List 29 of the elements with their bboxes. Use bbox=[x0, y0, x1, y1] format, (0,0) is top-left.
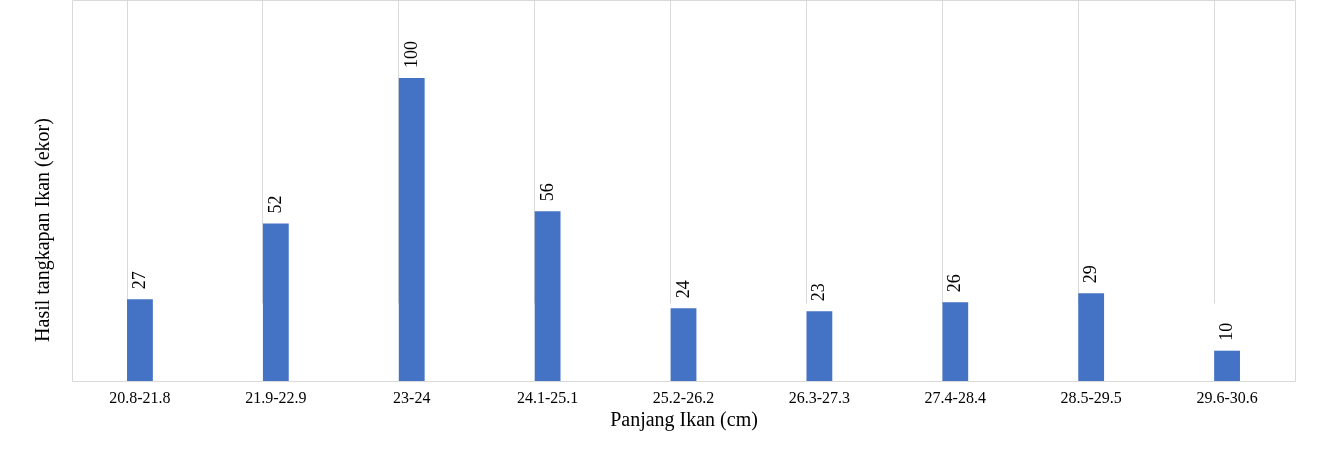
data-label: 52 bbox=[264, 195, 285, 214]
bar bbox=[806, 311, 833, 381]
bar bbox=[127, 299, 153, 381]
x-tick-label: 25.2-26.2 bbox=[652, 388, 715, 406]
data-label: 24 bbox=[672, 280, 693, 299]
bar bbox=[1078, 293, 1105, 381]
x-tick-label: 23-24 bbox=[393, 388, 431, 406]
x-tick-label: 26.3-27.3 bbox=[788, 388, 851, 406]
bar bbox=[670, 308, 697, 381]
bar bbox=[262, 223, 289, 381]
x-tick-label: 20.8-21.8 bbox=[109, 388, 171, 406]
x-tick-label: 24.1-25.1 bbox=[516, 388, 579, 406]
data-label: 10 bbox=[1216, 322, 1237, 341]
x-tick-label: 29.6-30.6 bbox=[1196, 388, 1258, 406]
data-label: 29 bbox=[1080, 265, 1101, 284]
y-axis-title: Hasil tangkapan Ikan (ekor) bbox=[30, 118, 54, 342]
bar bbox=[1214, 350, 1240, 381]
x-tick-label: 21.9-22.9 bbox=[245, 388, 307, 406]
data-label: 26 bbox=[944, 274, 965, 293]
bar bbox=[534, 211, 561, 381]
bar bbox=[398, 78, 425, 381]
data-label: 100 bbox=[400, 41, 421, 68]
data-label: 23 bbox=[808, 283, 829, 302]
x-tick-label: 27.4-28.4 bbox=[924, 388, 986, 406]
data-label: 27 bbox=[128, 271, 149, 290]
x-axis-title: Panjang Ikan (cm) bbox=[610, 407, 758, 431]
x-tick-label: 28.5-29.5 bbox=[1060, 388, 1122, 406]
data-label: 56 bbox=[536, 183, 557, 202]
bar bbox=[942, 302, 969, 381]
